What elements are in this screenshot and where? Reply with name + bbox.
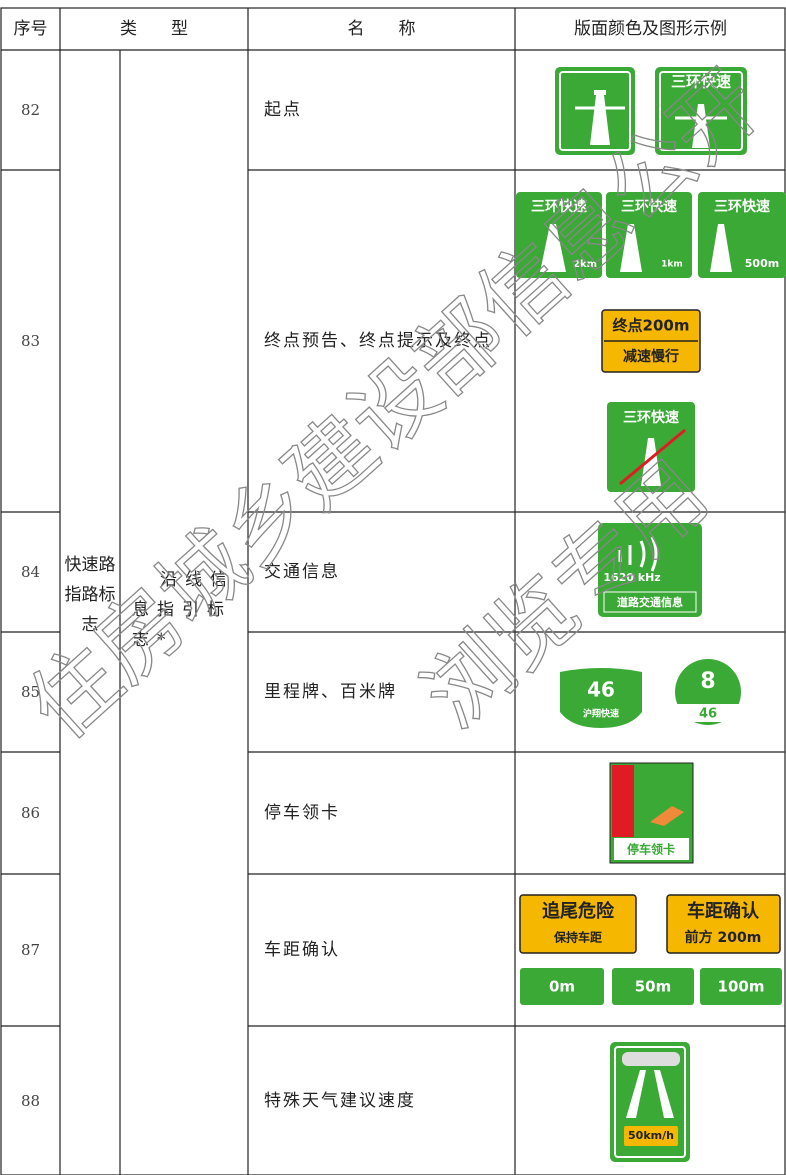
sign-text: 1620 kHz xyxy=(603,571,660,584)
sign-text: 前方 200m xyxy=(685,929,762,946)
row-name: 起点 xyxy=(264,100,302,120)
sign-text: 三环快速 xyxy=(621,198,677,215)
sign-text: 停车领卡 xyxy=(627,842,675,857)
sign-start: 三环快速 xyxy=(555,67,747,155)
sign-text: 8 xyxy=(700,669,715,694)
header-cell: 序号 xyxy=(13,19,48,39)
sign-text: 终点200m xyxy=(613,317,690,335)
category-sub: 沿线信息指引标志* xyxy=(132,570,235,650)
sign-text: 0m xyxy=(549,978,575,996)
sign-text: 100m xyxy=(718,978,765,996)
row-number: 87 xyxy=(20,941,41,959)
category-main: 快速路指路标志 xyxy=(64,555,116,635)
row-number: 82 xyxy=(20,101,41,119)
sign-parking-card: 停车领卡 xyxy=(609,762,694,864)
row-number: 88 xyxy=(20,1091,41,1110)
row-name: 特殊天气建议速度 xyxy=(264,1090,416,1111)
sign-text: 三环快速 xyxy=(623,409,679,426)
sign-text: 1km xyxy=(661,260,683,270)
sign-text: 三环快速 xyxy=(671,73,731,91)
sign-text: 减速慢行 xyxy=(623,348,679,365)
sign-text: 46 xyxy=(699,707,717,722)
sign-text: 50m xyxy=(635,978,672,996)
sign-text: 500m xyxy=(745,257,779,270)
row-name: 里程牌、百米牌 xyxy=(264,682,397,702)
header-cell: 类 型 xyxy=(120,19,188,39)
sign-weather-speed: 50km/h xyxy=(610,1042,690,1162)
row-number: 83 xyxy=(20,332,41,350)
row-name: 停车领卡 xyxy=(264,803,340,823)
sign-traffic-info: 1620 kHz 道路交通信息 xyxy=(598,523,702,617)
sign-text: 50km/h xyxy=(628,1129,674,1142)
sign-end-preview: 三环快速 2km 三环快速 1km 三环快速 500m 终点200m 减速慢行 … xyxy=(516,192,786,492)
row-name: 终点预告、终点提示及终点 xyxy=(264,331,492,351)
sign-text: 2km xyxy=(573,259,597,270)
sign-text: 保持车距 xyxy=(553,930,602,945)
sign-text: 沪翔快速 xyxy=(583,708,619,720)
sign-text: 46 xyxy=(587,678,615,702)
row-number: 86 xyxy=(20,804,41,822)
sign-mileage: 46 沪翔快速 8 46 xyxy=(560,659,741,728)
row-number: 85 xyxy=(20,683,41,701)
sign-text: 车距确认 xyxy=(687,900,760,922)
table-grid xyxy=(0,7,786,1175)
sign-text: 三环快速 xyxy=(714,198,770,215)
row-name: 交通信息 xyxy=(264,562,340,582)
sign-text: 道路交通信息 xyxy=(617,595,683,609)
row-name: 车距确认 xyxy=(264,940,340,960)
sign-distance-check: 追尾危险 保持车距 车距确认 前方 200m 0m 50m 100m xyxy=(519,894,782,1005)
row-number: 84 xyxy=(20,563,41,581)
sign-text: 追尾危险 xyxy=(542,900,615,922)
header-cell: 版面颜色及图形示例 xyxy=(574,19,727,39)
sign-text: 三环快速 xyxy=(531,198,587,215)
header-cell: 名 称 xyxy=(347,19,416,39)
